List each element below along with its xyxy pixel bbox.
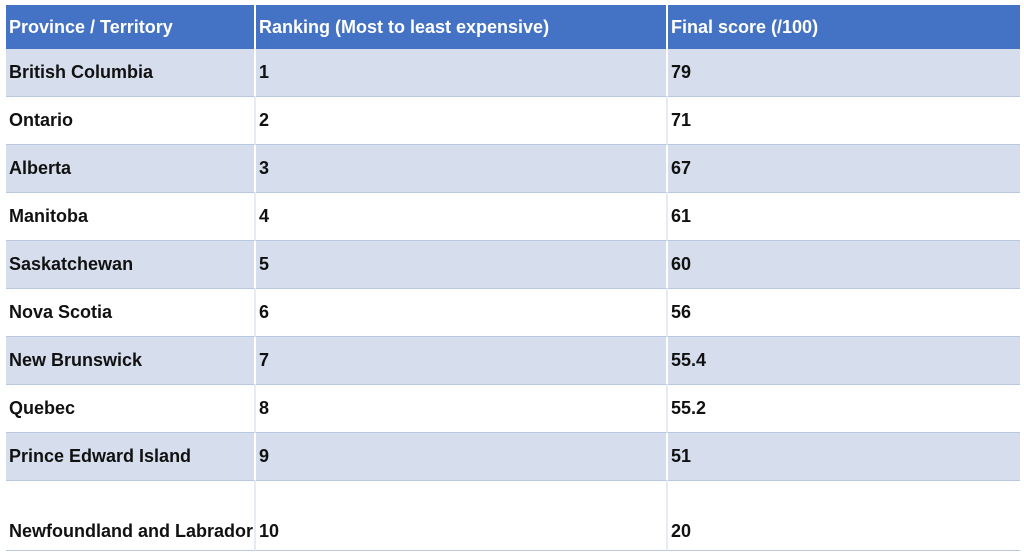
score-cell: 51 xyxy=(668,433,1020,481)
score-cell: 56 xyxy=(668,289,1020,337)
rank-cell: 10 xyxy=(256,481,668,551)
province-cell: British Columbia xyxy=(6,49,256,97)
score-cell: 67 xyxy=(668,145,1020,193)
table-row: British Columbia 1 79 xyxy=(6,49,1020,97)
province-cell: Newfoundland and Labrador xyxy=(6,481,256,551)
rank-cell: 6 xyxy=(256,289,668,337)
score-cell: 55.2 xyxy=(668,385,1020,433)
rank-cell: 2 xyxy=(256,97,668,145)
score-cell: 71 xyxy=(668,97,1020,145)
rank-cell: 7 xyxy=(256,337,668,385)
province-cell: Ontario xyxy=(6,97,256,145)
rank-cell: 5 xyxy=(256,241,668,289)
table-body: British Columbia 1 79 Ontario 2 71 Alber… xyxy=(6,49,1020,551)
table-header: Province / Territory Ranking (Most to le… xyxy=(6,5,1020,49)
table-row: Alberta 3 67 xyxy=(6,145,1020,193)
province-ranking-table: Province / Territory Ranking (Most to le… xyxy=(6,5,1020,551)
rank-cell: 9 xyxy=(256,433,668,481)
score-cell: 20 xyxy=(668,481,1020,551)
table-row: Prince Edward Island 9 51 xyxy=(6,433,1020,481)
rank-cell: 8 xyxy=(256,385,668,433)
table-row: Nova Scotia 6 56 xyxy=(6,289,1020,337)
rank-cell: 4 xyxy=(256,193,668,241)
score-cell: 61 xyxy=(668,193,1020,241)
province-cell: Alberta xyxy=(6,145,256,193)
score-cell: 60 xyxy=(668,241,1020,289)
table-row: Quebec 8 55.2 xyxy=(6,385,1020,433)
header-ranking: Ranking (Most to least expensive) xyxy=(256,5,668,49)
table-row: Ontario 2 71 xyxy=(6,97,1020,145)
province-cell: Prince Edward Island xyxy=(6,433,256,481)
province-cell: Quebec xyxy=(6,385,256,433)
rank-cell: 3 xyxy=(256,145,668,193)
rank-cell: 1 xyxy=(256,49,668,97)
score-cell: 55.4 xyxy=(668,337,1020,385)
table-row: Manitoba 4 61 xyxy=(6,193,1020,241)
header-row: Province / Territory Ranking (Most to le… xyxy=(6,5,1020,49)
province-cell: Nova Scotia xyxy=(6,289,256,337)
header-province: Province / Territory xyxy=(6,5,256,49)
table-row: Newfoundland and Labrador 10 20 xyxy=(6,481,1020,551)
province-cell: Saskatchewan xyxy=(6,241,256,289)
score-cell: 79 xyxy=(668,49,1020,97)
header-final-score: Final score (/100) xyxy=(668,5,1020,49)
table-row: New Brunswick 7 55.4 xyxy=(6,337,1020,385)
province-cell: Manitoba xyxy=(6,193,256,241)
table-row: Saskatchewan 5 60 xyxy=(6,241,1020,289)
province-cell: New Brunswick xyxy=(6,337,256,385)
